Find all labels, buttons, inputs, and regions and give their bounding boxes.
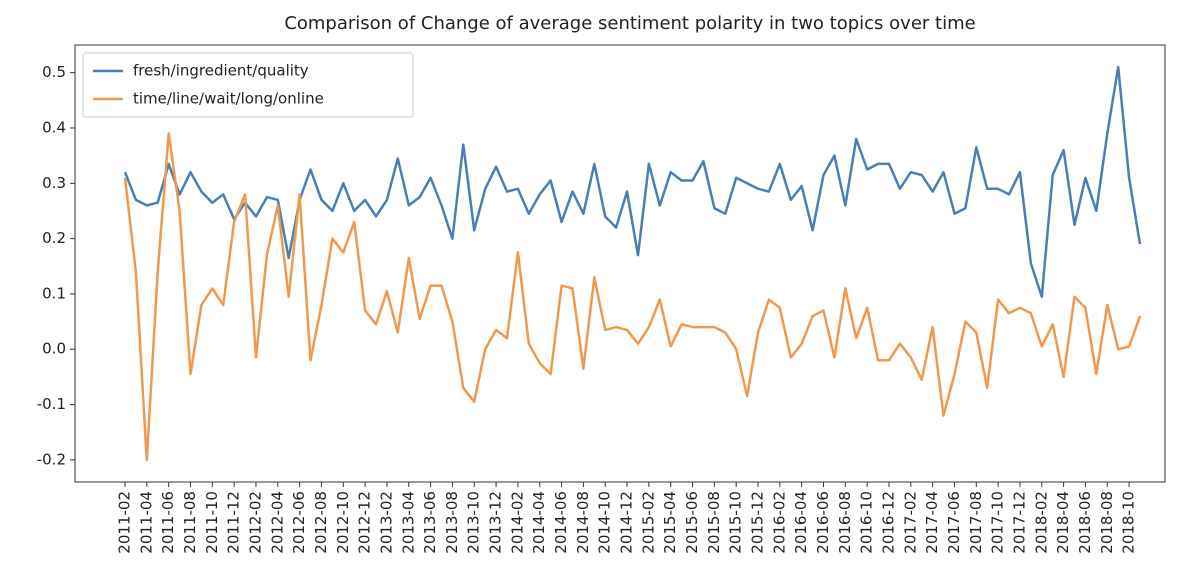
- x-tick-label: 2015-04: [661, 491, 679, 554]
- x-tick-label: 2013-10: [465, 491, 483, 554]
- series-line: [123, 132, 1142, 462]
- x-tick-label: 2011-06: [159, 491, 177, 554]
- x-tick-label: 2017-06: [945, 491, 963, 554]
- x-tick-label: 2014-02: [508, 491, 526, 554]
- x-tick-label: 2018-06: [1076, 491, 1094, 554]
- x-tick-label: 2015-06: [683, 491, 701, 554]
- x-tick-label: 2018-02: [1032, 491, 1050, 554]
- x-tick-label: 2012-06: [290, 491, 308, 554]
- y-tick-label: 0.3: [42, 174, 66, 192]
- x-tick-label: 2013-12: [487, 491, 505, 554]
- x-tick-label: 2017-08: [967, 491, 985, 554]
- x-tick-label: 2011-04: [137, 491, 155, 554]
- x-tick-label: 2012-12: [356, 491, 374, 554]
- x-tick-label: 2013-04: [399, 491, 417, 554]
- x-tick-label: 2011-10: [203, 491, 221, 554]
- x-tick-label: 2014-10: [596, 491, 614, 554]
- legend-box: [82, 52, 414, 118]
- x-tick-label: 2017-10: [989, 491, 1007, 554]
- x-tick-label: 2012-04: [268, 491, 286, 554]
- x-tick-label: 2015-10: [727, 491, 745, 554]
- plot-frame: [74, 44, 1166, 483]
- y-tick-label: 0.2: [42, 229, 66, 247]
- x-tick-label: 2016-08: [836, 491, 854, 554]
- x-tick-label: 2012-02: [246, 491, 264, 554]
- y-tick-label: 0.0: [42, 340, 66, 358]
- x-tick-label: 2014-08: [574, 491, 592, 554]
- x-tick-label: 2011-12: [225, 491, 243, 554]
- x-tick-label: 2014-06: [552, 491, 570, 554]
- x-tick-label: 2015-12: [749, 491, 767, 554]
- x-tick-label: 2017-04: [923, 491, 941, 554]
- x-tick-label: 2015-08: [705, 491, 723, 554]
- chart-title: Comparison of Change of average sentimen…: [284, 13, 975, 34]
- x-tick-label: 2015-02: [639, 491, 657, 554]
- x-tick-label: 2018-10: [1120, 491, 1138, 554]
- y-tick-label: -0.2: [37, 450, 66, 468]
- x-tick-label: 2018-04: [1054, 491, 1072, 554]
- x-tick-label: 2014-04: [530, 491, 548, 554]
- x-tick-label: 2014-12: [618, 491, 636, 554]
- x-tick-label: 2013-06: [421, 491, 439, 554]
- legend-label: fresh/ingredient/quality: [133, 62, 309, 80]
- x-tick-label: 2012-08: [312, 491, 330, 554]
- y-tick-label: 0.1: [42, 284, 66, 302]
- x-tick-label: 2018-08: [1098, 491, 1116, 554]
- x-tick-label: 2016-04: [792, 491, 810, 554]
- x-tick-label: 2011-02: [116, 491, 134, 554]
- legend-label: time/line/wait/long/online: [133, 90, 324, 108]
- x-tick-label: 2011-08: [181, 491, 199, 554]
- x-tick-label: 2016-12: [879, 491, 897, 554]
- y-tick-label: 0.5: [42, 63, 66, 81]
- x-tick-label: 2016-06: [814, 491, 832, 554]
- x-tick-label: 2013-08: [443, 491, 461, 554]
- x-tick-label: 2012-10: [334, 491, 352, 554]
- x-tick-label: 2017-02: [901, 491, 919, 554]
- y-tick-label: 0.4: [42, 118, 66, 136]
- y-tick-label: -0.1: [37, 395, 66, 413]
- series-line: [123, 65, 1142, 298]
- x-tick-label: 2013-02: [377, 491, 395, 554]
- x-tick-label: 2016-02: [770, 491, 788, 554]
- x-tick-label: 2017-12: [1010, 491, 1028, 554]
- x-tick-label: 2016-10: [858, 491, 876, 554]
